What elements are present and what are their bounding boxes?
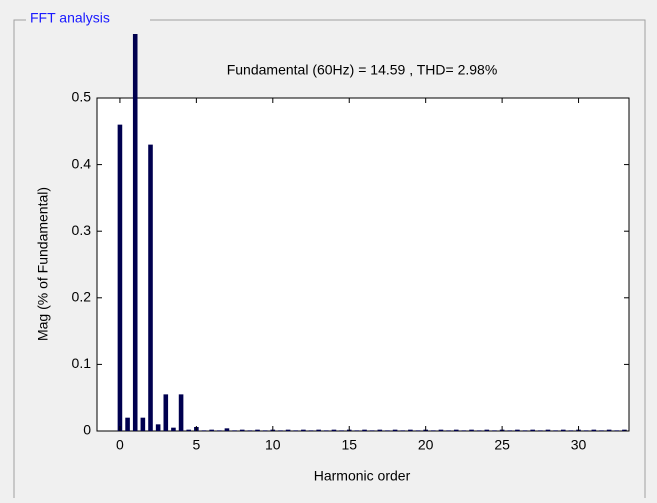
bar bbox=[538, 430, 543, 431]
chart-title: Fundamental (60Hz) = 14.59 , THD= 2.98% bbox=[227, 62, 498, 78]
bar bbox=[515, 429, 520, 431]
bar bbox=[476, 430, 482, 431]
bar bbox=[385, 430, 390, 431]
bar bbox=[583, 430, 589, 431]
bar bbox=[461, 430, 467, 431]
bar bbox=[148, 144, 153, 431]
bar bbox=[614, 430, 620, 431]
bar bbox=[278, 430, 283, 431]
bar bbox=[377, 429, 383, 431]
bar bbox=[545, 429, 551, 431]
x-tick-label: 30 bbox=[571, 437, 587, 453]
x-tick-label: 25 bbox=[494, 437, 510, 453]
bar bbox=[255, 429, 260, 431]
bar bbox=[553, 430, 558, 431]
panel-frame bbox=[13, 19, 646, 498]
bar bbox=[239, 429, 245, 431]
bar bbox=[469, 429, 474, 431]
x-axis-label: Harmonic order bbox=[314, 468, 411, 484]
bar bbox=[262, 430, 268, 431]
bar bbox=[331, 429, 337, 431]
y-tick-label: 0.1 bbox=[72, 355, 92, 371]
bar bbox=[140, 417, 146, 431]
bar bbox=[132, 34, 138, 431]
bar bbox=[186, 429, 192, 431]
bar bbox=[400, 430, 406, 431]
bar bbox=[599, 430, 604, 431]
x-tick-label: 5 bbox=[192, 437, 200, 453]
bar bbox=[293, 430, 299, 431]
bar bbox=[301, 429, 306, 431]
bar bbox=[201, 430, 207, 431]
bar bbox=[492, 430, 497, 431]
bar bbox=[622, 429, 627, 431]
bar bbox=[232, 430, 237, 431]
bar bbox=[431, 430, 436, 431]
bar bbox=[324, 430, 329, 431]
bar bbox=[484, 429, 490, 431]
bar bbox=[606, 429, 612, 431]
x-tick-label: 15 bbox=[341, 437, 357, 453]
y-tick-label: 0.4 bbox=[72, 155, 92, 171]
bar bbox=[316, 429, 321, 431]
bar bbox=[209, 429, 214, 431]
bar bbox=[438, 429, 444, 431]
panel-title: FFT analysis bbox=[30, 10, 110, 26]
bar bbox=[507, 430, 513, 431]
x-tick-label: 0 bbox=[116, 437, 124, 453]
bar bbox=[591, 429, 597, 431]
bar bbox=[155, 424, 161, 431]
bar bbox=[224, 428, 230, 431]
bar bbox=[354, 430, 360, 431]
bar bbox=[339, 430, 344, 431]
bar bbox=[453, 429, 459, 431]
bar bbox=[163, 394, 169, 431]
bar bbox=[568, 430, 574, 431]
bar bbox=[415, 430, 421, 431]
bars bbox=[117, 34, 627, 431]
bar bbox=[117, 124, 123, 431]
bar bbox=[522, 430, 528, 431]
y-axis-label: Mag (% of Fundamental) bbox=[35, 187, 51, 341]
x-tick-label: 20 bbox=[418, 437, 434, 453]
bar bbox=[408, 429, 413, 431]
y-tick-label: 0.5 bbox=[72, 89, 92, 105]
bar bbox=[369, 430, 375, 431]
bar bbox=[560, 429, 566, 431]
y-tick-label: 0.2 bbox=[72, 289, 92, 305]
bar bbox=[125, 417, 130, 431]
bar bbox=[217, 430, 222, 431]
axes bbox=[96, 97, 630, 432]
y-tick-label: 0.3 bbox=[72, 222, 92, 238]
bar bbox=[530, 429, 535, 431]
bar bbox=[446, 430, 451, 431]
bar bbox=[308, 430, 314, 431]
bar bbox=[362, 429, 367, 431]
bar bbox=[392, 429, 398, 431]
bar bbox=[171, 427, 176, 431]
bar bbox=[285, 429, 291, 431]
x-tick-label: 10 bbox=[265, 437, 281, 453]
bar bbox=[247, 430, 253, 431]
bar bbox=[178, 394, 184, 431]
y-tick-label: 0 bbox=[83, 422, 91, 438]
